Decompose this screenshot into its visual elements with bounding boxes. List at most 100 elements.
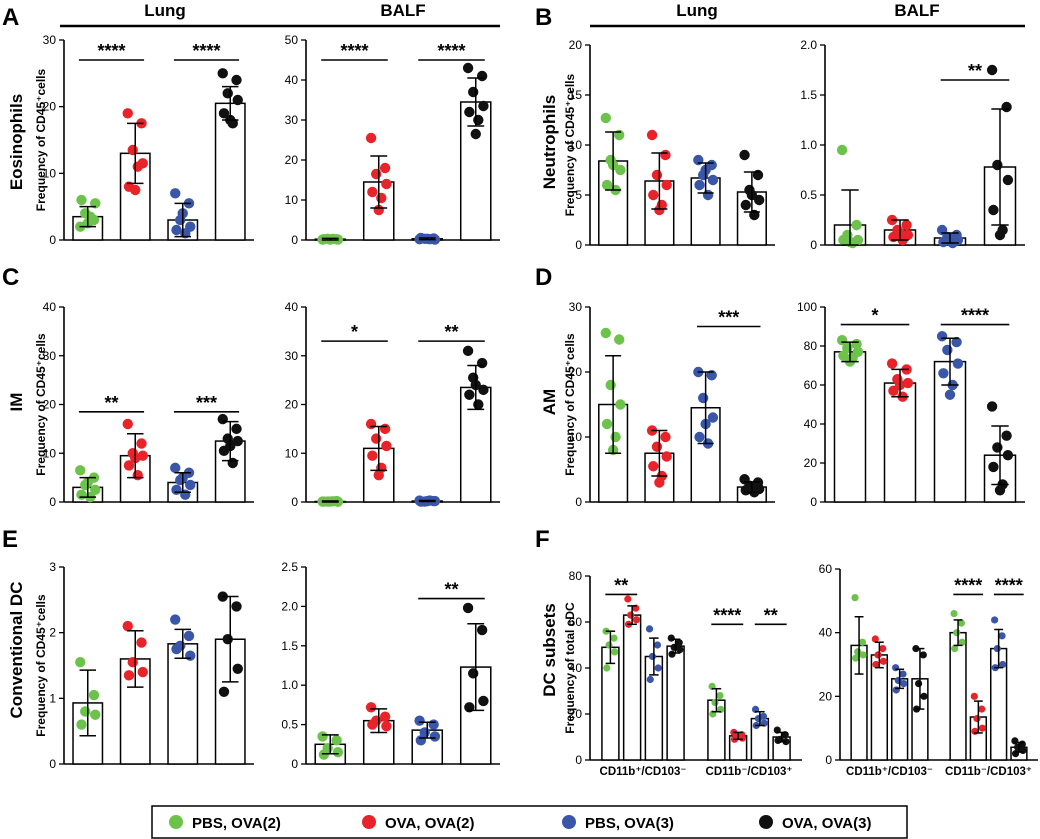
data-point <box>123 460 135 471</box>
panel-letter-f: F <box>535 526 550 553</box>
data-point <box>370 433 382 444</box>
data-point <box>624 595 632 603</box>
data-point <box>76 719 87 730</box>
row-label-am: AM <box>540 389 559 415</box>
chart-f2: 0 20 40 60 CD11b⁺/CD103⁻ CD11b⁻/CD103⁺ **** ***… <box>819 562 1038 778</box>
significance-label: *** <box>196 393 217 413</box>
significance-label: *** <box>718 308 739 328</box>
data-point <box>900 680 908 688</box>
data-point <box>859 651 867 659</box>
row-label-eosinophils: Eosinophils <box>7 94 26 190</box>
significance-label: **** <box>961 306 989 326</box>
significance-label: ** <box>968 61 982 81</box>
data-point <box>127 657 138 668</box>
significance-label: **** <box>995 575 1023 595</box>
data-point <box>994 229 1006 241</box>
data-point <box>978 724 986 732</box>
y-axis-label: Frequency of CD45⁺cells <box>34 594 48 737</box>
data-point <box>738 734 747 742</box>
data-point <box>951 336 962 348</box>
data-point <box>716 692 724 700</box>
data-point <box>136 637 147 648</box>
data-point <box>879 644 887 653</box>
data-point <box>973 715 981 723</box>
data-point <box>998 632 1006 640</box>
y-tick-label: 10 <box>569 430 583 444</box>
y-tick-label: 40 <box>43 300 57 314</box>
header-a-balf: BALF <box>380 1 425 20</box>
y-tick-label: 1.5 <box>800 88 817 102</box>
data-point <box>836 144 848 156</box>
data-point <box>429 731 441 742</box>
y-tick-label: 0 <box>810 238 817 252</box>
y-tick-label: 50 <box>285 33 299 47</box>
header-b-balf: BALF <box>894 1 939 20</box>
data-point <box>852 654 860 662</box>
y-tick-label: 0 <box>291 495 298 509</box>
data-point <box>605 641 613 649</box>
data-point <box>130 184 141 196</box>
data-point <box>611 648 619 656</box>
data-point <box>952 358 964 369</box>
data-point <box>661 179 672 191</box>
y-tick-label: 30 <box>43 33 57 47</box>
data-point <box>478 384 489 396</box>
data-point <box>88 689 100 701</box>
significance-label: **** <box>97 41 125 61</box>
panel-letter-d: D <box>535 264 552 291</box>
data-point <box>707 174 719 186</box>
y-tick-label: 2.5 <box>281 560 298 574</box>
significance-label: **** <box>713 605 741 625</box>
data-point <box>379 711 391 722</box>
y-tick-label: 0 <box>49 233 56 247</box>
data-point <box>332 746 344 758</box>
y-tick-label: 0 <box>291 233 298 247</box>
significance-label: * <box>871 306 878 326</box>
data-point <box>478 100 489 112</box>
data-point <box>464 389 475 400</box>
data-point <box>993 644 1001 653</box>
data-point <box>373 469 384 481</box>
data-point <box>170 462 181 474</box>
data-point <box>994 485 1006 496</box>
legend-dot-ova-ova2 <box>362 815 376 829</box>
y-tick-label: 80 <box>804 339 818 353</box>
data-point <box>753 194 765 206</box>
y-tick-label: 20 <box>569 38 583 52</box>
significance-label: ** <box>104 393 118 413</box>
data-point <box>365 132 377 144</box>
y-axis-label: Frequency of CD45⁺cells <box>563 73 577 216</box>
data-point <box>232 663 243 674</box>
chart-e1: 0 1 2 3 Frequency of CD45⁺cells <box>34 560 254 771</box>
legend-label-pbs-ova3: PBS, OVA(3) <box>585 815 674 832</box>
data-point <box>851 594 859 602</box>
data-point <box>90 484 101 496</box>
panel-letter-b: B <box>535 4 552 31</box>
data-point <box>1002 450 1014 461</box>
data-point <box>136 438 147 449</box>
bar <box>167 643 199 765</box>
data-point <box>218 686 230 697</box>
data-point <box>76 489 87 500</box>
legend-dot-pbs-ova3 <box>562 815 576 829</box>
y-tick-label: 0 <box>575 753 582 767</box>
data-point <box>476 70 488 82</box>
data-point <box>381 720 392 732</box>
y-tick-label: 20 <box>804 456 818 470</box>
data-point <box>605 379 616 391</box>
data-point <box>988 461 999 473</box>
legend-label-ova-ova2: OVA, OVA(2) <box>385 815 474 832</box>
data-point <box>886 358 898 369</box>
data-point <box>470 128 481 140</box>
y-tick-label: 2.0 <box>281 599 298 613</box>
data-point <box>370 168 382 180</box>
y-tick-label: 20 <box>43 100 57 114</box>
data-point <box>944 389 956 400</box>
chart-b1: 0 5 10 15 20 Frequency of CD45⁺cells <box>563 38 775 252</box>
data-point <box>858 638 867 646</box>
data-point <box>957 619 966 627</box>
data-point <box>919 651 927 659</box>
header-b-lung: Lung <box>676 1 718 20</box>
